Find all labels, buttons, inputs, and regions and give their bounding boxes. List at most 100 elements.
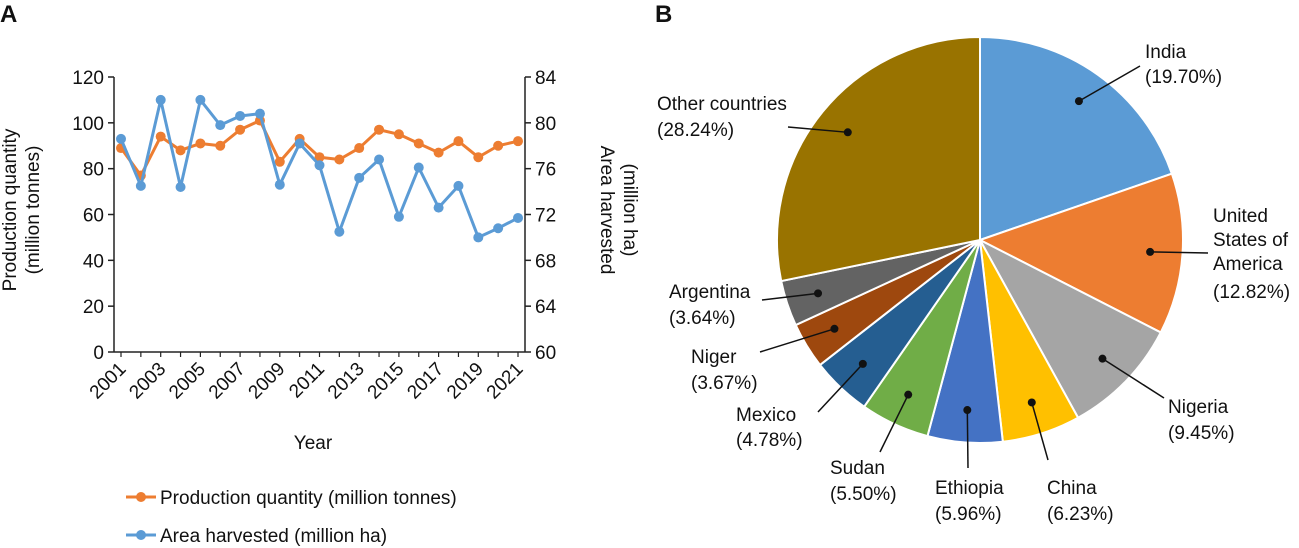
pie-pct-india: (19.70%) xyxy=(1145,67,1222,88)
series-point-area xyxy=(175,182,186,192)
series-point-area xyxy=(254,108,265,119)
series-point-area xyxy=(393,211,404,222)
series-point-production xyxy=(493,140,504,151)
series-point-production xyxy=(274,156,285,167)
y-axis-title-line1: Production quantity xyxy=(0,128,21,291)
pie-slice-nigeria xyxy=(977,237,1163,420)
right-tick-label: 76 xyxy=(535,160,556,181)
right-tick-label: 60 xyxy=(535,343,556,364)
leader-dot-sudan xyxy=(904,390,913,399)
x-axis-ticks: 2001200320052007200920112013201520172019… xyxy=(86,352,528,403)
series-point-area xyxy=(354,172,365,183)
legend-item-production: Production quantity (million tonnes) xyxy=(126,488,457,509)
series-point-area xyxy=(413,162,424,173)
series-point-area xyxy=(274,179,285,190)
leader-line-nigeria xyxy=(1102,358,1165,399)
leader-dot-other-countries xyxy=(843,128,852,137)
panel-label-b: B xyxy=(655,1,672,28)
series-point-production xyxy=(314,152,325,163)
left-axis-ticks: 0 20 40 60 80 100 120 xyxy=(72,68,114,364)
pie-label-argentina: Argentina xyxy=(669,282,751,303)
leader-dot-india xyxy=(1074,97,1083,106)
right-tick-label: 64 xyxy=(535,297,557,318)
pie-pct-china: (6.23%) xyxy=(1047,504,1114,525)
pie-label-niger: Niger xyxy=(691,347,737,368)
series-point-production xyxy=(433,147,444,158)
legend-label-production: Production quantity (million tonnes) xyxy=(160,488,457,509)
x-tick-label: 2017 xyxy=(403,359,448,404)
series-point-area xyxy=(374,154,385,165)
pie-label-ethiopia: Ethiopia xyxy=(935,478,1004,499)
pie-slice-other-countries xyxy=(776,35,981,283)
series-point-production xyxy=(175,145,186,156)
series-point-area xyxy=(493,223,504,234)
pie-label-usa-line3: America xyxy=(1213,254,1283,275)
x-axis-title: Year xyxy=(294,433,333,454)
leader-dot-ethiopia xyxy=(963,406,972,415)
pie-label-nigeria: Nigeria xyxy=(1168,397,1229,418)
leader-line-china xyxy=(1031,402,1049,461)
right-tick-label: 84 xyxy=(535,68,557,89)
leader-line-argentina xyxy=(761,292,819,301)
pie-pct-ethiopia: (5.96%) xyxy=(935,504,1002,525)
leader-line-niger xyxy=(759,328,835,353)
pie-label-china: China xyxy=(1047,478,1097,499)
series-point-area xyxy=(235,110,246,121)
series-point-production xyxy=(413,138,424,149)
leader-line-united-states-of-america xyxy=(1150,251,1209,254)
x-tick-label: 2005 xyxy=(165,359,210,404)
pie-labels: India (19.70%) United States of America … xyxy=(657,42,1290,525)
series-point-area xyxy=(116,133,126,144)
pie-chart: India (19.70%) United States of America … xyxy=(657,35,1290,525)
pie-pct-argentina: (3.64%) xyxy=(669,308,736,329)
pie-pct-mexico: (4.78%) xyxy=(736,430,803,451)
pie-pct-niger: (3.67%) xyxy=(691,373,758,394)
legend-item-area: Area harvested (million ha) xyxy=(126,526,387,547)
series-point-area xyxy=(135,180,146,191)
right-tick-label: 68 xyxy=(535,251,556,272)
left-tick-label: 0 xyxy=(93,343,104,364)
series-point-area xyxy=(294,138,305,149)
x-tick-label: 2021 xyxy=(483,359,528,404)
leader-line-sudan xyxy=(879,394,909,453)
series-point-production xyxy=(354,143,365,154)
legend-label-area: Area harvested (million ha) xyxy=(160,526,387,547)
series-point-production xyxy=(393,129,404,140)
left-tick-label: 100 xyxy=(72,114,104,135)
legend-marker-area xyxy=(136,530,146,540)
x-tick-label: 2015 xyxy=(364,359,409,404)
y-axis-title-line2: (million tonnes) xyxy=(23,146,44,275)
series-point-area xyxy=(473,232,484,243)
series-point-production xyxy=(195,138,206,149)
leader-dot-nigeria xyxy=(1098,354,1107,363)
x-tick-label: 2009 xyxy=(245,359,290,404)
leader-dot-china xyxy=(1027,398,1036,407)
series-point-area xyxy=(433,202,444,213)
left-tick-label: 80 xyxy=(83,160,104,181)
left-tick-label: 20 xyxy=(83,297,104,318)
leader-line-mexico xyxy=(817,363,864,413)
line-chart-axes xyxy=(113,77,526,353)
pie-pct-usa: (12.82%) xyxy=(1213,282,1290,303)
series-point-production xyxy=(453,136,464,147)
right-tick-label: 72 xyxy=(535,206,556,227)
series-point-production xyxy=(155,131,166,142)
right-axis-ticks: 60 64 68 72 76 80 84 xyxy=(525,68,557,364)
series-point-area xyxy=(513,212,523,223)
series-point-area xyxy=(334,226,345,237)
leader-line-other-countries xyxy=(787,126,848,134)
series-point-production xyxy=(235,124,246,135)
pie-label-other: Other countries xyxy=(657,94,787,115)
series-point-area xyxy=(314,160,325,171)
x-tick-label: 2019 xyxy=(443,359,488,404)
legend-marker-production xyxy=(136,492,146,502)
series-point-production xyxy=(334,154,345,165)
legend: Production quantity (million tonnes) Are… xyxy=(126,488,457,547)
y2-axis-title-line2: (million ha) xyxy=(619,164,640,257)
left-tick-label: 120 xyxy=(72,68,104,89)
pie-leader-lines xyxy=(759,65,1209,469)
series-point-production xyxy=(513,136,523,147)
series-point-area xyxy=(453,180,464,191)
series-point-production xyxy=(473,152,484,163)
